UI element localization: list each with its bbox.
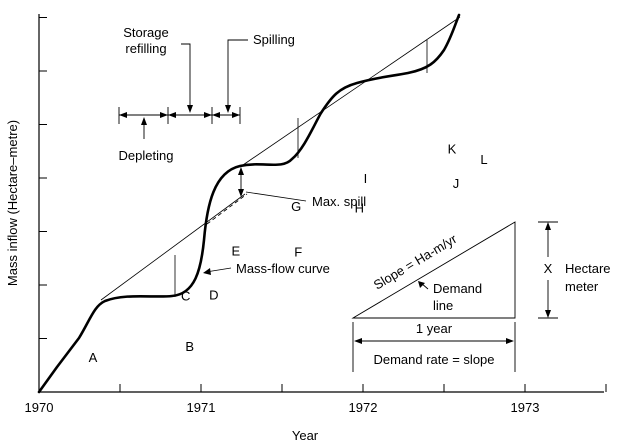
refilling-pointer (181, 43, 191, 110)
arrowhead (354, 338, 362, 344)
max-spill-label: Max. spill (312, 194, 366, 209)
arrowhead (238, 167, 244, 175)
point-label-f: F (294, 245, 302, 260)
point-label-e: E (232, 243, 241, 258)
point-label-a: A (89, 350, 98, 365)
x-tick-label: 1970 (25, 400, 54, 415)
point-label-j: J (453, 176, 460, 191)
point-label-i: I (364, 171, 368, 186)
arrowhead (545, 310, 551, 318)
arrowhead (506, 338, 514, 344)
mass-flow-curve-label: Mass-flow curve (236, 261, 330, 276)
point-labels: A B C D E F G HI J K L (89, 142, 488, 365)
x-axis-label: Year (292, 428, 319, 443)
arrowhead (160, 112, 168, 118)
point-label-c: C (181, 289, 190, 304)
demand-rate-label: Demand rate = slope (373, 352, 494, 367)
y-axis-label: Mass inflow (Hectare–metre) (5, 120, 20, 286)
arrowhead (168, 112, 176, 118)
arrowhead (204, 112, 212, 118)
demand-line-ab (100, 193, 246, 301)
demand-line-el (239, 16, 461, 168)
arrowhead (187, 105, 193, 113)
point-label-l: L (480, 152, 487, 167)
x-tick-label: 1972 (349, 400, 378, 415)
point-label-h: H (355, 200, 364, 215)
x-hectare-label: X (544, 261, 553, 276)
point-label-g: G (291, 199, 301, 214)
point-label-d: D (209, 288, 218, 303)
spilling-label: Spilling (253, 32, 295, 47)
arrowhead (545, 222, 551, 230)
point-label-b: B (185, 339, 194, 354)
arrowhead (141, 117, 147, 125)
one-year-label: 1 year (416, 321, 453, 336)
hectare-meter-label: Hectare meter (565, 261, 611, 294)
arrowhead (232, 112, 240, 118)
arrowhead (418, 281, 425, 288)
mass-flow-curve (37, 13, 461, 394)
point-label-k: K (448, 142, 457, 157)
demand-line-extension (206, 193, 248, 225)
phase-annotations: Storage refilling Spilling Depleting (119, 25, 295, 163)
arrowhead (225, 105, 231, 113)
demand-line-label: Demand line (433, 281, 482, 313)
x-axis-ticks: 1970 1971 1972 1973 (25, 384, 607, 415)
arrowhead (203, 268, 211, 275)
arrowhead (212, 112, 220, 118)
x-tick-label: 1973 (511, 400, 540, 415)
slope-triangle (351, 221, 516, 319)
spilling-pointer (227, 39, 248, 110)
max-spill-leader (245, 191, 307, 202)
x-tick-label: 1971 (187, 400, 216, 415)
demand-triangle: Slope = Ha-m/yr Demand line 1 year Demand… (351, 221, 611, 372)
max-spill-annotation: Max. spill (238, 167, 366, 209)
depleting-label: Depleting (119, 148, 174, 163)
arrowhead (238, 189, 244, 197)
y-axis-ticks (39, 17, 47, 339)
storage-refilling-label: Storage refilling (123, 25, 169, 56)
mass-flow-annotation: Mass-flow curve (203, 261, 330, 276)
arrowhead (119, 112, 127, 118)
